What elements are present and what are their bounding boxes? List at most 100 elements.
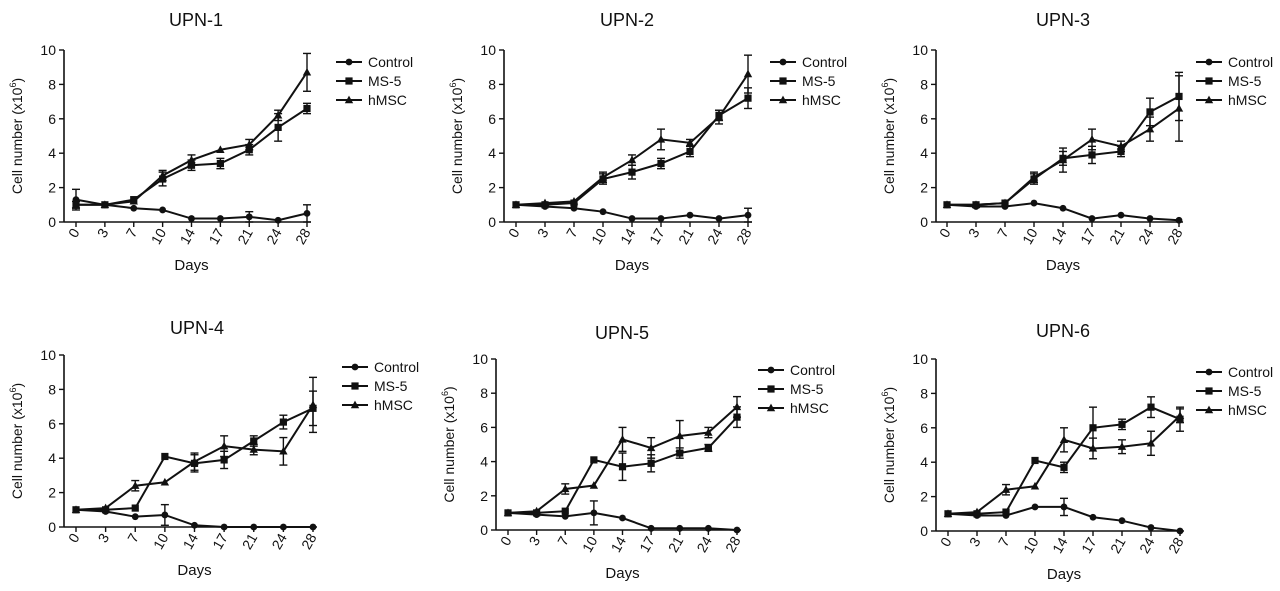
y-axis-label: Cell number (x106): [8, 383, 25, 499]
x-tick-label: 14: [179, 530, 201, 552]
data-point: [618, 434, 627, 443]
legend-label: hMSC: [374, 397, 413, 413]
data-point: [1176, 527, 1184, 535]
legend-marker: [1205, 387, 1213, 395]
series-control: [512, 201, 752, 223]
legend-marker: [1205, 368, 1213, 376]
data-point: [715, 215, 723, 222]
data-point: [1146, 438, 1156, 447]
x-tick-label: 24: [693, 533, 715, 555]
x-tick-label: 24: [263, 225, 285, 247]
data-point: [503, 508, 513, 517]
legend-marker: [345, 58, 353, 66]
y-tick-label: 0: [488, 214, 496, 230]
y-tick-label: 6: [48, 111, 56, 127]
data-point: [1175, 411, 1185, 419]
x-tick-label: 14: [176, 225, 198, 247]
data-point: [589, 481, 599, 489]
x-tick-label: 24: [1136, 534, 1158, 556]
legend-label: hMSC: [802, 92, 841, 108]
data-point: [590, 456, 598, 464]
data-point: [686, 211, 694, 219]
x-axis-label: Days: [174, 257, 208, 274]
x-axis-label: Days: [605, 565, 639, 582]
x-tick-label: 7: [995, 534, 1013, 549]
y-tick-label: 2: [488, 180, 496, 196]
data-point: [101, 503, 110, 512]
x-tick-label: 28: [292, 225, 314, 247]
x-tick-label: 7: [994, 225, 1012, 240]
data-point: [131, 513, 139, 521]
data-point: [279, 446, 288, 455]
data-point: [598, 172, 608, 181]
legend-label: Control: [368, 54, 413, 70]
y-tick-label: 4: [920, 454, 928, 470]
data-point: [561, 507, 569, 515]
series-ms-5: [504, 406, 741, 517]
legend: Control MS-5 hMSC: [1196, 364, 1273, 418]
legend-marker: [351, 363, 359, 371]
legend: Control MS-5 hMSC: [1196, 54, 1273, 108]
legend-label: hMSC: [368, 92, 407, 108]
series-line: [76, 71, 308, 206]
y-tick-label: 4: [48, 450, 56, 466]
x-tick-label: 28: [722, 533, 744, 555]
y-axis-label: Cell number (x106): [880, 78, 897, 194]
y-tick-label: 10: [472, 351, 488, 367]
data-point: [191, 521, 198, 529]
data-point: [656, 135, 666, 143]
data-point: [216, 159, 224, 168]
data-point: [249, 445, 258, 453]
data-point: [1118, 517, 1126, 525]
x-tick-label: 28: [1164, 225, 1186, 247]
legend-label: Control: [790, 362, 835, 378]
data-point: [714, 112, 724, 121]
x-axis-label: Days: [615, 257, 649, 274]
legend-marker: [767, 385, 775, 393]
x-tick-label: 3: [94, 530, 112, 545]
legend-marker: [344, 95, 354, 104]
series-ms-5: [512, 87, 752, 209]
data-point: [216, 145, 225, 153]
data-point: [190, 457, 199, 465]
series-control: [944, 497, 1184, 535]
data-point: [628, 215, 636, 222]
data-point: [71, 200, 81, 208]
x-tick-label: 24: [1135, 225, 1157, 247]
data-point: [1117, 442, 1127, 450]
data-point: [1087, 135, 1097, 143]
x-tick-label: 17: [646, 225, 668, 247]
data-point: [704, 428, 713, 436]
legend-marker: [779, 77, 787, 85]
data-point: [1118, 420, 1126, 428]
legend-label: Control: [1228, 54, 1273, 70]
chart-title: UPN-4: [170, 318, 224, 338]
data-point: [1174, 104, 1184, 112]
legend-marker: [350, 400, 360, 409]
x-tick-label: 0: [505, 225, 523, 240]
data-point: [590, 509, 598, 517]
data-point: [676, 524, 684, 532]
data-point: [685, 138, 695, 147]
data-point: [1147, 403, 1155, 411]
data-point: [675, 431, 684, 440]
data-point: [1147, 524, 1155, 531]
x-tick-label: 3: [534, 225, 552, 240]
data-point: [511, 200, 521, 208]
x-tick-label: 10: [150, 530, 172, 552]
data-point: [1029, 172, 1039, 181]
legend-label: hMSC: [790, 400, 829, 416]
y-tick-label: 10: [912, 351, 928, 367]
data-point: [647, 524, 655, 532]
data-point: [744, 211, 752, 219]
x-axis-label: Days: [1046, 257, 1080, 274]
data-point: [971, 200, 981, 208]
data-point: [1146, 108, 1154, 116]
data-point: [1088, 444, 1098, 452]
data-point: [532, 506, 541, 515]
y-tick-label: 6: [48, 416, 56, 432]
data-point: [130, 204, 138, 212]
y-tick-label: 0: [920, 523, 928, 539]
